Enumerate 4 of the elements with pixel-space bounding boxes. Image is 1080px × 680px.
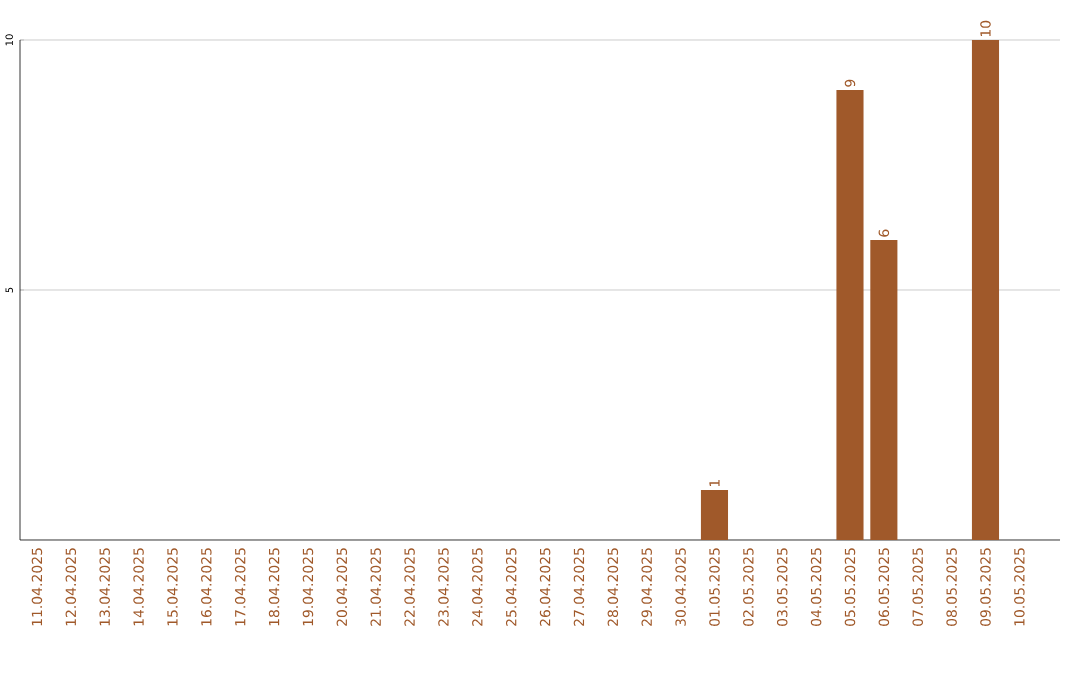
bar [971, 39, 1000, 540]
bar [870, 239, 898, 540]
bar [836, 89, 864, 540]
bar [700, 490, 729, 540]
